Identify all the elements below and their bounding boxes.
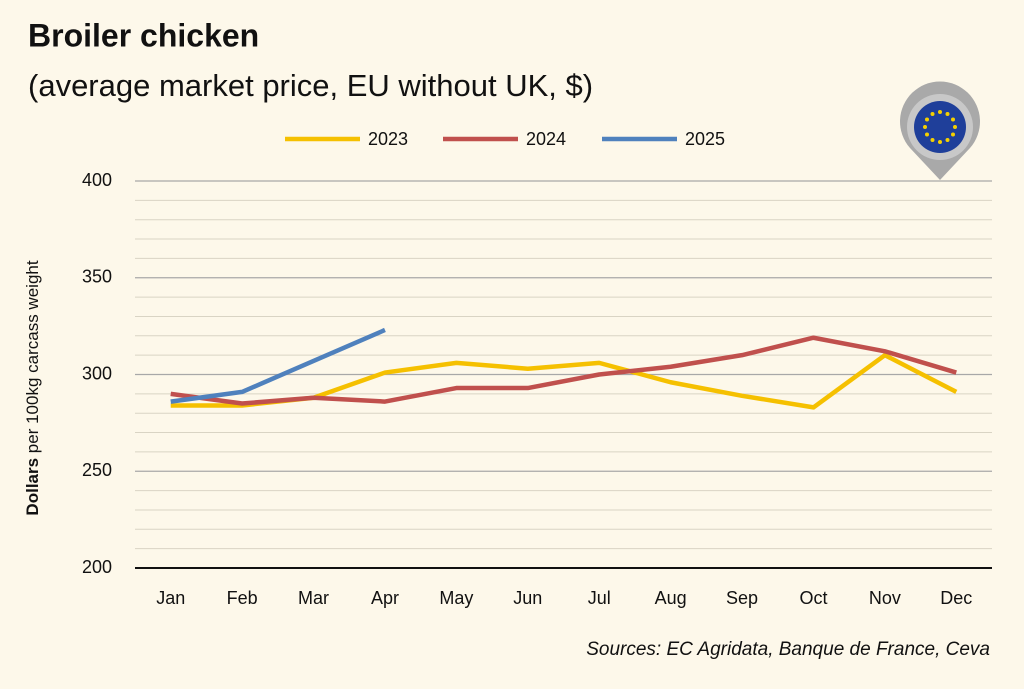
- x-tick-label: Mar: [298, 588, 329, 608]
- y-axis-label: Dollars per 100kg carcass weight: [23, 260, 42, 515]
- x-tick-label: Nov: [869, 588, 901, 608]
- y-tick-label: 250: [82, 460, 112, 480]
- source-note: Sources: EC Agridata, Banque de France, …: [586, 639, 990, 660]
- chart-title: Broiler chicken: [28, 17, 259, 53]
- y-tick-label: 300: [82, 363, 112, 383]
- x-tick-label: Dec: [940, 588, 972, 608]
- y-tick-label: 200: [82, 557, 112, 577]
- x-tick-label: Jan: [156, 588, 185, 608]
- x-tick-label: Oct: [799, 588, 827, 608]
- x-tick-label: Sep: [726, 588, 758, 608]
- y-label-bold: Dollars: [23, 458, 42, 516]
- x-tick-label: Feb: [227, 588, 258, 608]
- legend-label: 2023: [368, 129, 408, 149]
- y-label-rest: per 100kg carcass weight: [23, 260, 42, 458]
- series-line: [170, 335, 957, 406]
- x-tick-label: Jun: [513, 588, 542, 608]
- y-tick-label: 400: [82, 170, 112, 190]
- y-tick-label: 350: [82, 267, 112, 287]
- legend-label: 2024: [526, 129, 566, 149]
- chart-subtitle: (average market price, EU without UK, $): [28, 68, 593, 103]
- x-tick-label: May: [439, 588, 473, 608]
- series-line: [170, 327, 386, 404]
- x-tick-label: Apr: [371, 588, 399, 608]
- eu-pin-icon: [900, 81, 980, 180]
- x-tick-label: Jul: [588, 588, 611, 608]
- x-tick-label: Aug: [655, 588, 687, 608]
- legend-label: 2025: [685, 129, 725, 149]
